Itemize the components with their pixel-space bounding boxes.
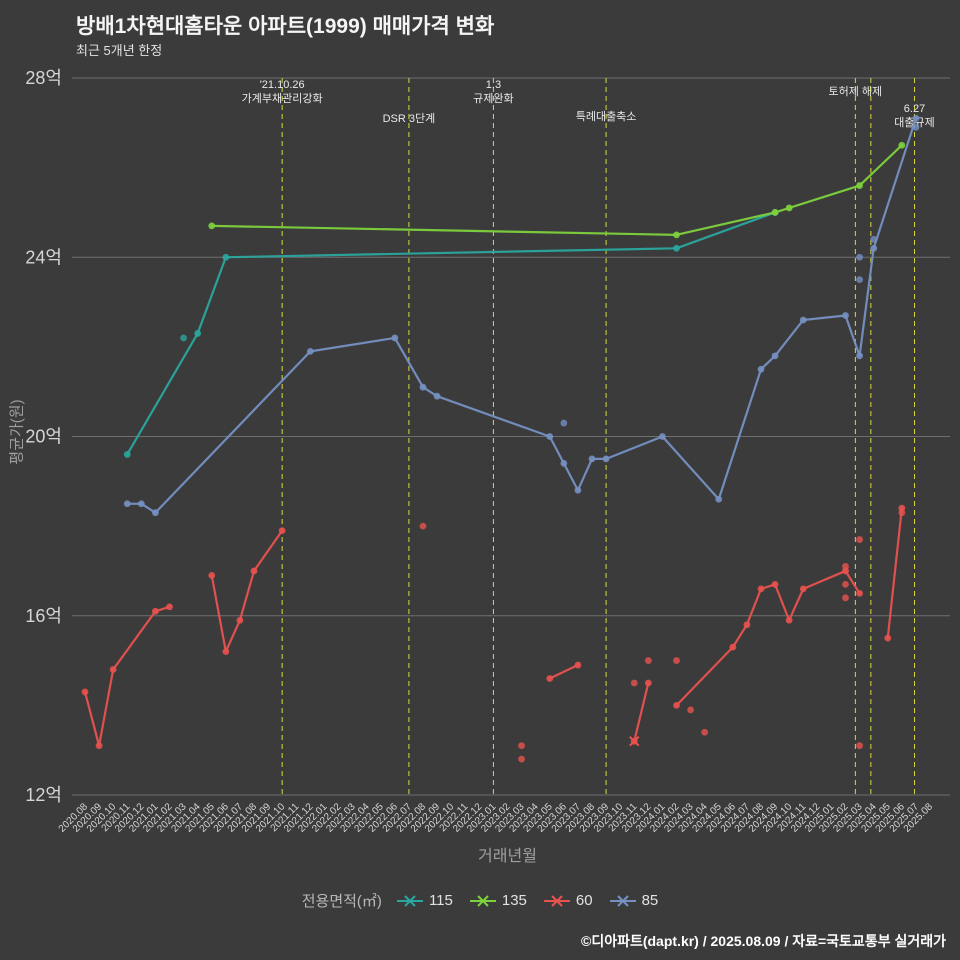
legend-item-label: 85 xyxy=(641,892,659,909)
svg-text:1.3: 1.3 xyxy=(486,79,501,91)
svg-text:6.27: 6.27 xyxy=(904,103,925,115)
legend-marker-icon xyxy=(469,894,496,907)
footer-credit: ©디아파트(dapt.kr) / 2025.08.09 / 자료=국토교통부 실… xyxy=(581,933,946,949)
legend-item-60[interactable]: 60 xyxy=(543,892,593,909)
legend-marker-icon xyxy=(609,894,636,907)
chart-title: 방배1차현대홈타운 아파트(1999) 매매가격 변화 xyxy=(76,15,495,38)
svg-text:12억: 12억 xyxy=(25,785,62,805)
svg-text:16억: 16억 xyxy=(25,606,62,626)
x-axis-label: 거래년월 xyxy=(478,848,537,865)
legend-title: 전용면적(㎡) xyxy=(301,893,382,910)
legend-marker-icon xyxy=(396,894,423,907)
svg-text:토허제 해제: 토허제 해제 xyxy=(829,84,883,98)
legend-item-label: 60 xyxy=(575,892,593,909)
svg-text:24억: 24억 xyxy=(25,247,62,267)
svg-text:DSR 3단계: DSR 3단계 xyxy=(383,112,436,125)
svg-text:20억: 20억 xyxy=(25,427,62,447)
price-chart[interactable]: 12억16억20억24억28억2020.082020.092020.102020… xyxy=(0,60,960,860)
legend: 전용면적(㎡) 115 135 60 85 xyxy=(0,890,960,911)
legend-marker-icon xyxy=(543,894,570,907)
svg-text:가계부채관리강화: 가계부채관리강화 xyxy=(242,92,323,105)
legend-item-85[interactable]: 85 xyxy=(609,892,659,909)
svg-text:규제완화: 규제완화 xyxy=(473,92,513,105)
svg-text:28억: 28억 xyxy=(25,68,62,88)
legend-item-135[interactable]: 135 xyxy=(469,892,527,909)
svg-text:특례대출축소: 특례대출축소 xyxy=(576,110,637,123)
legend-item-label: 115 xyxy=(428,892,453,909)
svg-text:'21.10.26: '21.10.26 xyxy=(260,79,305,91)
chart-subtitle: 최근 5개년 한정 xyxy=(76,43,163,58)
legend-item-label: 135 xyxy=(501,892,527,909)
legend-items: 115 135 60 85 xyxy=(396,892,658,909)
legend-item-115[interactable]: 115 xyxy=(396,892,453,909)
